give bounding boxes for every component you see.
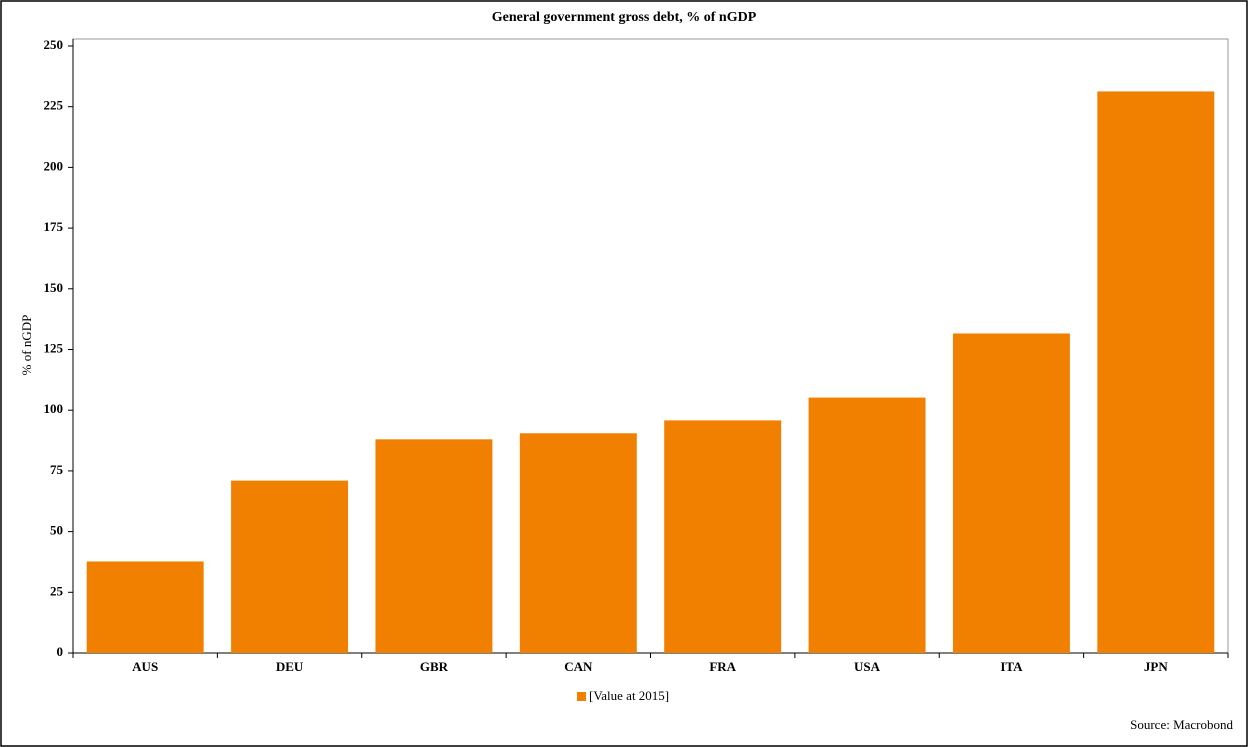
- y-tick-label: 25: [50, 583, 64, 598]
- y-tick-label: 0: [57, 644, 64, 659]
- y-axis-label: % of nGDP: [19, 315, 34, 376]
- y-tick-label: 225: [44, 98, 64, 113]
- x-tick-label: CAN: [564, 659, 593, 674]
- y-tick-label: 150: [44, 280, 64, 295]
- source: Source: Macrobond: [1130, 717, 1233, 732]
- x-tick-label: AUS: [132, 659, 158, 674]
- legend-swatch: [577, 692, 586, 701]
- bar: [1097, 91, 1215, 653]
- bar: [952, 333, 1070, 653]
- bar: [86, 561, 204, 653]
- x-tick-label: DEU: [276, 659, 304, 674]
- y-tick-label: 75: [50, 462, 64, 477]
- y-tick-label: 175: [44, 219, 64, 234]
- bar: [664, 420, 782, 653]
- bar: [519, 433, 637, 653]
- legend-label: [Value at 2015]: [589, 688, 669, 703]
- y-tick-label: 125: [44, 340, 64, 355]
- chart-title: General government gross debt, % of nGDP: [492, 10, 757, 25]
- x-tick-label: USA: [854, 659, 881, 674]
- bar: [808, 397, 926, 653]
- x-tick-label: ITA: [1000, 659, 1023, 674]
- bar: [375, 439, 493, 653]
- x-tick-label: GBR: [420, 659, 449, 674]
- x-tick-label: JPN: [1144, 659, 1168, 674]
- bar: [231, 480, 349, 653]
- y-tick-label: 50: [50, 523, 63, 538]
- x-tick-label: FRA: [709, 659, 736, 674]
- y-tick-label: 100: [44, 401, 64, 416]
- y-tick-label: 200: [44, 158, 64, 173]
- y-tick-label: 250: [44, 37, 64, 52]
